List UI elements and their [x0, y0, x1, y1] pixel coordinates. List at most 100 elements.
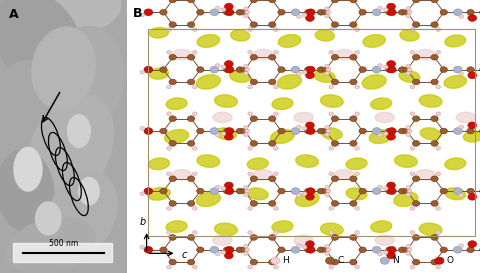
Circle shape — [243, 126, 248, 129]
Ellipse shape — [456, 112, 476, 123]
Circle shape — [278, 247, 285, 253]
Ellipse shape — [322, 128, 342, 140]
Circle shape — [403, 128, 410, 134]
Circle shape — [169, 235, 176, 240]
Ellipse shape — [172, 49, 192, 60]
Circle shape — [406, 252, 410, 255]
Circle shape — [410, 85, 415, 89]
Text: A: A — [9, 8, 19, 21]
Circle shape — [410, 112, 415, 115]
Circle shape — [359, 128, 366, 134]
Circle shape — [169, 176, 176, 182]
Circle shape — [331, 259, 339, 265]
Circle shape — [306, 128, 315, 134]
Circle shape — [412, 79, 420, 85]
Circle shape — [459, 15, 464, 18]
Circle shape — [297, 125, 301, 129]
Circle shape — [355, 85, 360, 89]
Circle shape — [431, 176, 438, 182]
Circle shape — [454, 66, 462, 73]
Circle shape — [412, 259, 420, 265]
Ellipse shape — [215, 95, 237, 107]
Circle shape — [331, 176, 339, 182]
Circle shape — [144, 247, 153, 253]
Circle shape — [322, 128, 329, 134]
Circle shape — [169, 116, 176, 121]
Ellipse shape — [7, 0, 120, 30]
Circle shape — [225, 247, 234, 253]
Ellipse shape — [79, 177, 99, 205]
Circle shape — [250, 259, 257, 265]
Circle shape — [250, 79, 257, 85]
Circle shape — [278, 188, 285, 194]
Circle shape — [431, 141, 438, 146]
Circle shape — [329, 231, 334, 234]
Circle shape — [467, 128, 474, 134]
Circle shape — [412, 22, 420, 28]
Circle shape — [350, 235, 357, 240]
Circle shape — [224, 188, 231, 194]
Circle shape — [245, 129, 250, 133]
Circle shape — [324, 186, 329, 189]
Circle shape — [331, 201, 339, 206]
Circle shape — [250, 22, 257, 28]
Text: c: c — [181, 250, 187, 260]
Circle shape — [403, 247, 410, 253]
Circle shape — [398, 67, 406, 72]
Circle shape — [324, 72, 329, 75]
Ellipse shape — [400, 30, 419, 41]
Circle shape — [306, 122, 314, 129]
Circle shape — [350, 0, 357, 3]
Circle shape — [329, 265, 334, 269]
Circle shape — [440, 128, 447, 134]
Circle shape — [350, 79, 357, 85]
Circle shape — [268, 141, 276, 146]
Circle shape — [160, 67, 167, 72]
Circle shape — [187, 22, 195, 28]
Circle shape — [241, 128, 248, 134]
Ellipse shape — [172, 170, 192, 180]
Circle shape — [248, 207, 252, 210]
Circle shape — [386, 247, 393, 253]
Circle shape — [268, 176, 276, 182]
Ellipse shape — [247, 188, 268, 200]
Circle shape — [331, 141, 339, 146]
Circle shape — [326, 248, 331, 252]
Circle shape — [225, 182, 233, 189]
Circle shape — [412, 54, 420, 60]
Ellipse shape — [216, 128, 236, 140]
Circle shape — [324, 64, 329, 68]
Circle shape — [278, 128, 285, 134]
Text: 500 nm: 500 nm — [49, 239, 78, 248]
Ellipse shape — [369, 129, 393, 144]
Circle shape — [225, 188, 234, 194]
Circle shape — [216, 6, 220, 10]
Circle shape — [467, 10, 474, 15]
Circle shape — [384, 65, 388, 69]
Circle shape — [372, 128, 381, 134]
Circle shape — [431, 116, 438, 121]
Circle shape — [248, 112, 252, 115]
Circle shape — [431, 79, 438, 85]
Circle shape — [306, 247, 315, 253]
Circle shape — [302, 70, 307, 74]
Circle shape — [355, 112, 360, 115]
Circle shape — [216, 64, 220, 67]
Circle shape — [241, 67, 248, 72]
Circle shape — [250, 54, 257, 60]
Circle shape — [412, 235, 420, 240]
Circle shape — [243, 252, 248, 255]
Circle shape — [187, 116, 195, 121]
Circle shape — [329, 147, 334, 150]
Circle shape — [248, 172, 252, 176]
Circle shape — [431, 0, 438, 3]
Circle shape — [305, 67, 312, 72]
Circle shape — [210, 188, 219, 194]
Circle shape — [412, 116, 420, 121]
Circle shape — [192, 51, 197, 54]
Circle shape — [436, 207, 441, 210]
Circle shape — [355, 207, 360, 210]
Circle shape — [440, 10, 447, 15]
Circle shape — [197, 10, 204, 15]
Circle shape — [302, 245, 307, 249]
